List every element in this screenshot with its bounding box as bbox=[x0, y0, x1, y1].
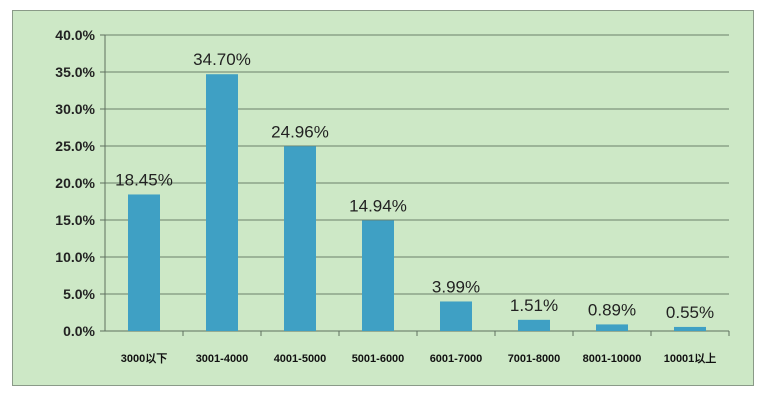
y-tick-label: 35.0% bbox=[55, 64, 95, 80]
bar bbox=[440, 301, 472, 331]
bars bbox=[128, 74, 706, 331]
x-category-label: 5001-6000 bbox=[352, 353, 405, 365]
y-axis-ticks: 0.0% 5.0% 10.0% 15.0% 20.0% 25.0% 30.0% 35.0% 40… bbox=[55, 27, 95, 339]
bar bbox=[362, 220, 394, 331]
data-label: 24.96% bbox=[271, 122, 329, 141]
bar bbox=[206, 74, 238, 331]
x-category-label: 8001-10000 bbox=[583, 353, 642, 365]
x-axis-categories: 3000以下 3001-4000 4001-5000 5001-6000 6001-70… bbox=[121, 351, 717, 365]
data-label: 1.51% bbox=[510, 296, 558, 315]
y-tick-label: 0.0% bbox=[63, 323, 95, 339]
x-category-label: 3001-4000 bbox=[196, 353, 249, 365]
bar bbox=[284, 146, 316, 331]
x-category-label: 6001-7000 bbox=[430, 353, 483, 365]
y-tick-label: 10.0% bbox=[55, 249, 95, 265]
y-tick-label: 5.0% bbox=[63, 286, 95, 302]
data-label: 0.89% bbox=[588, 300, 636, 319]
data-label: 34.70% bbox=[193, 50, 251, 69]
chart-frame: 0.0% 5.0% 10.0% 15.0% 20.0% 25.0% 30.0% 35.0% 40… bbox=[12, 10, 754, 386]
data-label: 0.55% bbox=[666, 303, 714, 322]
y-tick-label: 25.0% bbox=[55, 138, 95, 154]
x-category-label: 7001-8000 bbox=[508, 353, 561, 365]
bar bbox=[518, 319, 550, 331]
x-category-label: 4001-5000 bbox=[274, 353, 327, 365]
x-category-label: 3000以下 bbox=[121, 352, 167, 365]
bar bbox=[674, 326, 706, 331]
data-label: 18.45% bbox=[115, 170, 173, 189]
data-label: 3.99% bbox=[432, 277, 480, 296]
y-tick-label: 30.0% bbox=[55, 101, 95, 117]
bar bbox=[596, 324, 628, 331]
x-category-label: 10001以上 bbox=[664, 351, 717, 365]
y-tick-label: 40.0% bbox=[55, 27, 95, 43]
y-tick-label: 20.0% bbox=[55, 175, 95, 191]
data-label: 14.94% bbox=[349, 196, 407, 215]
gridlines bbox=[100, 34, 730, 336]
bar bbox=[128, 194, 160, 331]
bar-chart: 0.0% 5.0% 10.0% 15.0% 20.0% 25.0% 30.0% 35.0% 40… bbox=[55, 27, 730, 365]
data-labels: 18.45% 34.70% 24.96% 14.94% 3.99% 1.51% 0.89% 0… bbox=[115, 50, 714, 322]
y-tick-label: 15.0% bbox=[55, 212, 95, 228]
